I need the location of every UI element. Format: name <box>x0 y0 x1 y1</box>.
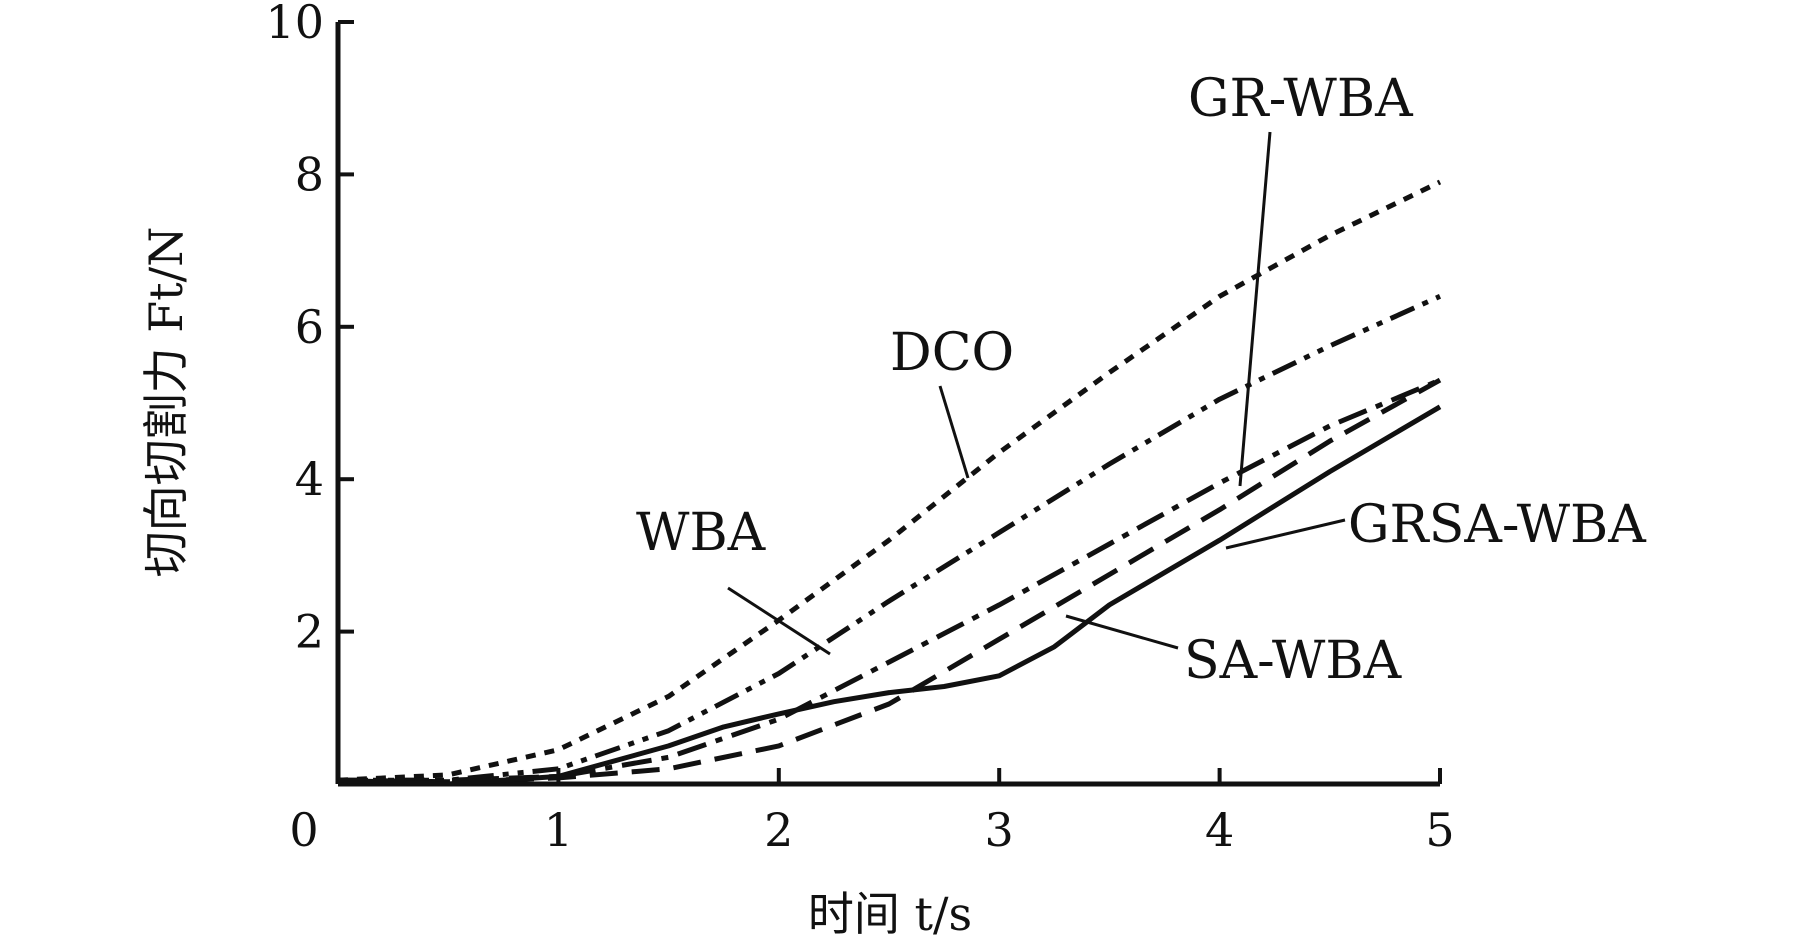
x-tick-label: 4 <box>1205 803 1234 857</box>
leader-wba <box>727 586 831 656</box>
series-label-dco: DCO <box>890 323 1014 383</box>
series-lines <box>337 179 1442 787</box>
x-axis-label: 时间 t/s <box>808 887 972 941</box>
series-label-sa-wba: SA-WBA <box>1184 631 1403 691</box>
y-tick-label: 6 <box>295 300 324 354</box>
series-line-sa-wba <box>337 377 1442 785</box>
leader-sa-wba <box>1065 614 1179 650</box>
leader-grsa-wba <box>1225 518 1346 550</box>
y-tick-label: 8 <box>295 147 324 201</box>
series-line-gr-wba <box>338 377 1441 783</box>
y-tick-label: 4 <box>295 452 324 506</box>
x-tick-label: 0 <box>289 803 318 857</box>
series-label-wba: WBA <box>636 503 767 563</box>
x-tick-label: 3 <box>985 803 1014 857</box>
leader-dco <box>938 385 970 479</box>
series-line-wba <box>338 294 1442 783</box>
x-ticks: 0 1 2 3 4 5 <box>289 768 1455 857</box>
y-tick-label: 2 <box>295 605 324 659</box>
y-ticks: 2 4 6 8 10 <box>265 0 354 659</box>
y-axis-label: 切向切割力 Ft/N <box>139 227 193 578</box>
x-tick-label: 5 <box>1425 803 1454 857</box>
leader-gr-wba <box>1238 131 1272 487</box>
series-labels: GR-WBA DCO WBA GRSA-WBA SA-WBA <box>636 69 1647 691</box>
series-line-grsa-wba <box>337 404 1442 787</box>
y-tick-label: 10 <box>265 0 324 49</box>
series-label-gr-wba: GR-WBA <box>1188 69 1414 129</box>
x-tick-label: 1 <box>544 803 573 857</box>
series-label-grsa-wba: GRSA-WBA <box>1348 495 1647 555</box>
x-tick-label: 2 <box>764 803 793 857</box>
